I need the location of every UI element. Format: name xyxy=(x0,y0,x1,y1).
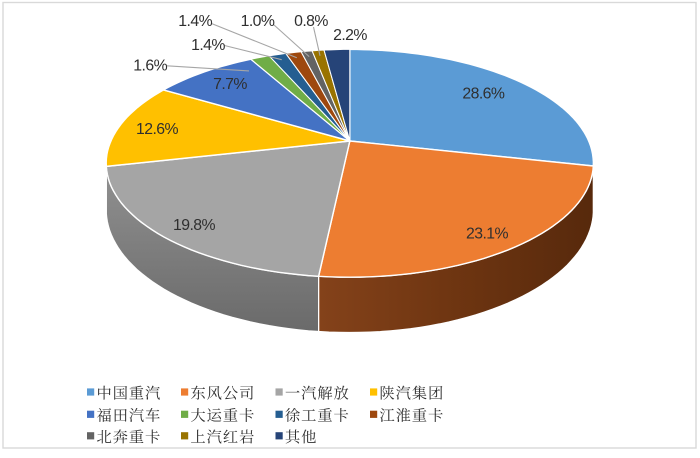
svg-text:19.8%: 19.8% xyxy=(173,217,216,234)
svg-text:23.1%: 23.1% xyxy=(466,226,509,243)
svg-text:12.6%: 12.6% xyxy=(136,121,179,138)
svg-text:0.8%: 0.8% xyxy=(294,13,328,30)
svg-text:1.0%: 1.0% xyxy=(241,13,275,30)
svg-text:2.2%: 2.2% xyxy=(333,27,367,44)
svg-text:1.4%: 1.4% xyxy=(191,37,225,54)
svg-text:28.6%: 28.6% xyxy=(462,85,505,102)
svg-text:1.4%: 1.4% xyxy=(178,13,212,30)
svg-text:7.7%: 7.7% xyxy=(213,76,247,93)
svg-text:1.6%: 1.6% xyxy=(133,57,167,74)
